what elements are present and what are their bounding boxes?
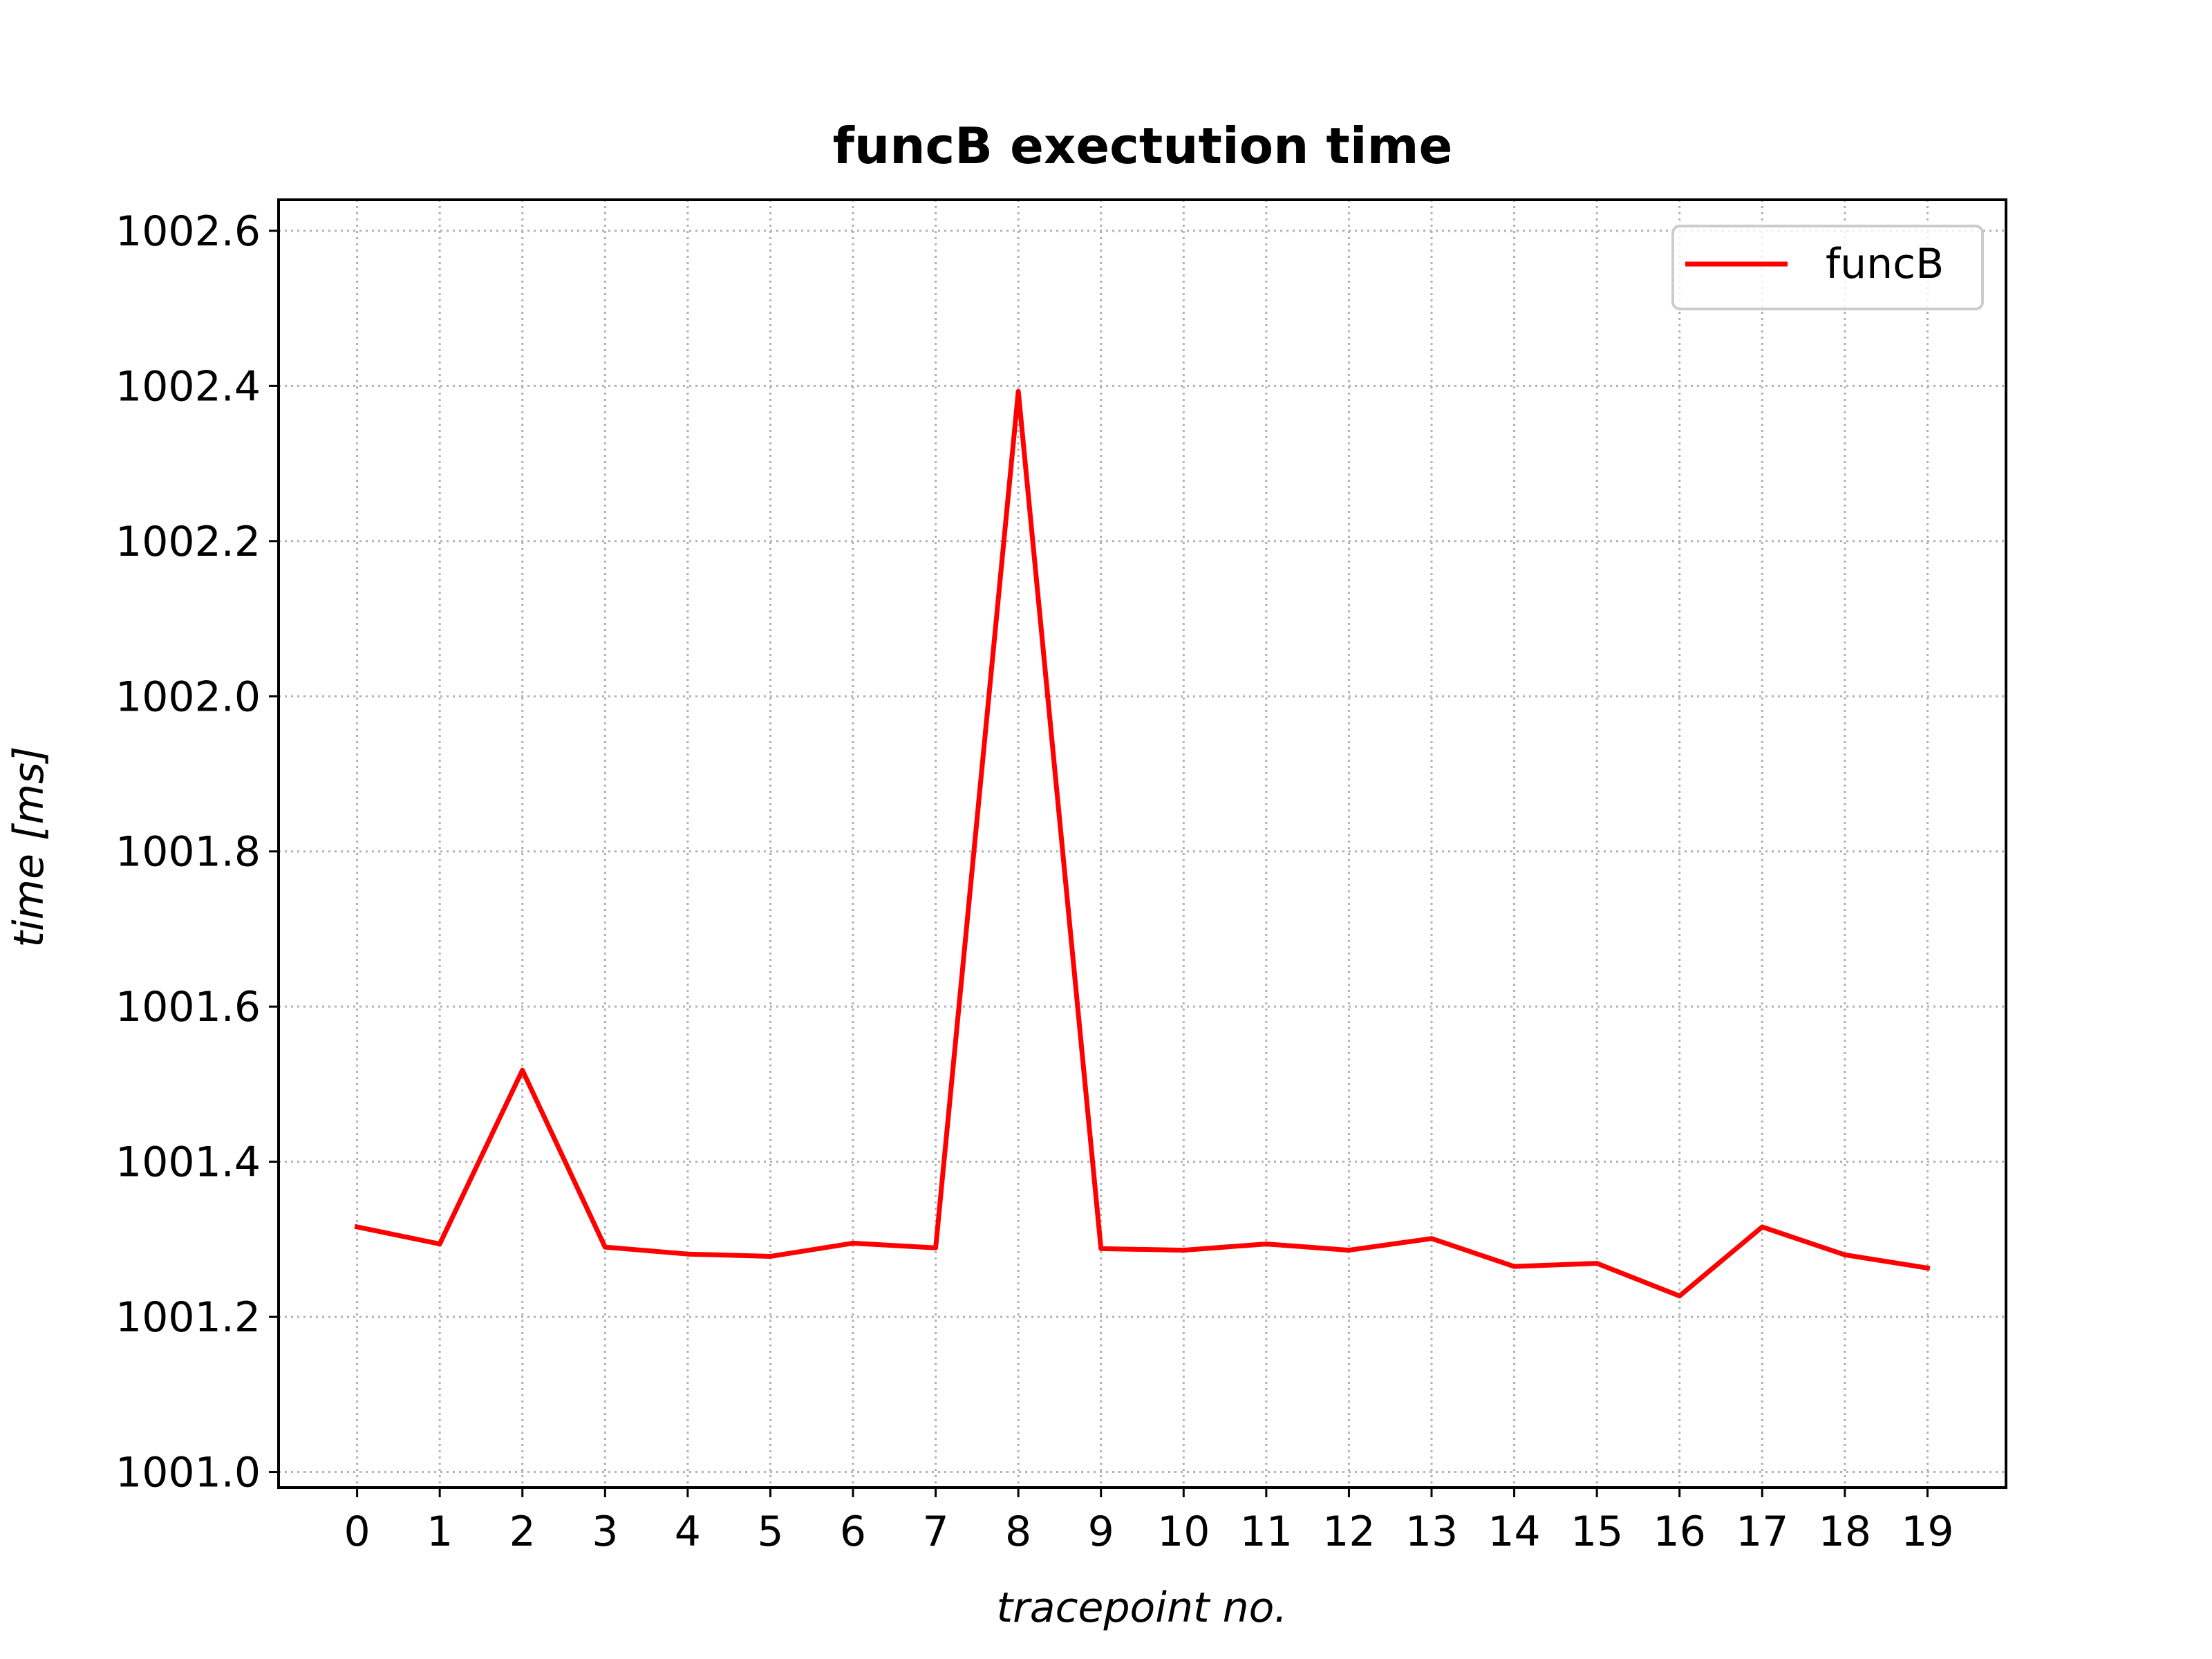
y-tick-label: 1002.0 bbox=[115, 673, 261, 721]
x-tick-label: 1 bbox=[427, 1508, 453, 1556]
x-tick-label: 15 bbox=[1571, 1508, 1623, 1556]
x-tick-label: 16 bbox=[1653, 1508, 1706, 1556]
series-line-funcB bbox=[354, 388, 1931, 1299]
y-axis-label: time [ms] bbox=[5, 746, 53, 947]
x-tick-label: 13 bbox=[1405, 1508, 1458, 1556]
plot-frame bbox=[277, 198, 2007, 1489]
x-tick-label: 17 bbox=[1736, 1508, 1788, 1556]
y-tick-label: 1002.6 bbox=[115, 207, 261, 256]
legend: funcB bbox=[1671, 225, 1984, 310]
x-tick-label: 10 bbox=[1157, 1508, 1210, 1556]
y-tick-label: 1001.0 bbox=[115, 1449, 261, 1497]
legend-box bbox=[1671, 225, 1984, 310]
x-tick-label: 6 bbox=[840, 1508, 866, 1556]
x-tick-label: 14 bbox=[1488, 1508, 1540, 1556]
x-tick-label: 2 bbox=[509, 1508, 536, 1556]
y-tick-label: 1001.8 bbox=[115, 828, 261, 877]
y-tick-label: 1001.2 bbox=[115, 1293, 261, 1342]
x-tick-label: 19 bbox=[1901, 1508, 1953, 1556]
x-tick-label: 0 bbox=[344, 1508, 370, 1556]
x-tick-label: 3 bbox=[592, 1508, 618, 1556]
x-tick-label: 8 bbox=[1005, 1508, 1031, 1556]
y-tick-label: 1001.6 bbox=[115, 983, 261, 1031]
x-tick-label: 4 bbox=[675, 1508, 701, 1556]
y-tick-label: 1002.4 bbox=[115, 362, 261, 411]
y-tick-label: 1001.4 bbox=[115, 1138, 261, 1187]
x-tick-label: 9 bbox=[1088, 1508, 1114, 1556]
ticks: 0 1 2 3 4 5 6 7 8 9 10 11 12 13 14 15 16 17 18 191001.01001… bbox=[115, 207, 1954, 1556]
legend-label: funcB bbox=[1826, 240, 1944, 288]
chart-title: funcB exectution time bbox=[833, 117, 1453, 175]
series-layer bbox=[354, 388, 1931, 1299]
x-tick-label: 5 bbox=[757, 1508, 783, 1556]
x-tick-label: 12 bbox=[1322, 1508, 1375, 1556]
x-tick-label: 7 bbox=[922, 1508, 948, 1556]
x-axis-label: tracepoint no. bbox=[997, 1584, 1288, 1632]
x-tick-label: 11 bbox=[1240, 1508, 1293, 1556]
y-tick-label: 1002.2 bbox=[115, 518, 261, 566]
x-tick-label: 18 bbox=[1819, 1508, 1871, 1556]
